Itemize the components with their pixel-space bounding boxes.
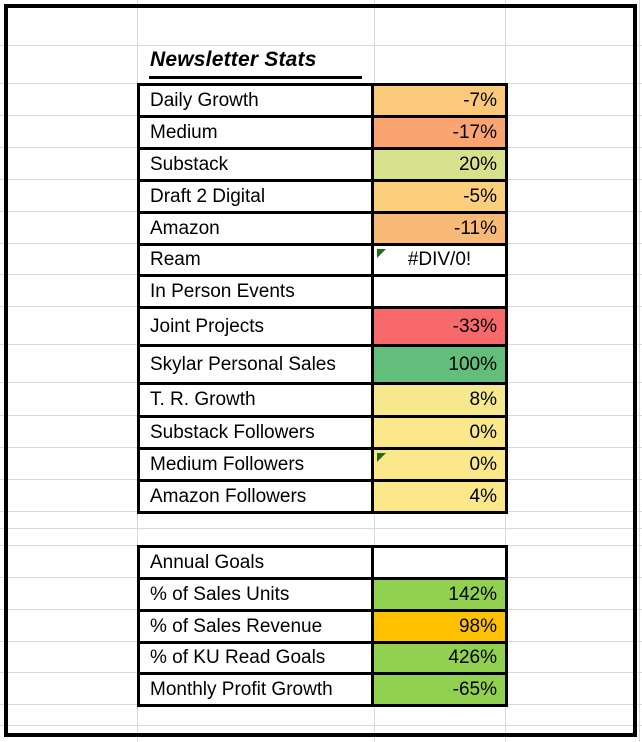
label-cell[interactable]: Annual Goals [137, 545, 377, 580]
row-label: Joint Projects [150, 315, 265, 337]
row-label: Monthly Profit Growth [150, 678, 333, 700]
sheet-title-cell[interactable]: Newsletter Stats [150, 46, 317, 74]
value-cell[interactable]: -33% [371, 306, 508, 347]
title-underline [149, 76, 362, 79]
value-cell[interactable]: 426% [371, 641, 508, 675]
label-cell[interactable]: % of KU Read Goals [137, 641, 377, 675]
value-cell[interactable]: -7% [371, 83, 508, 118]
label-cell[interactable]: Skylar Personal Sales [137, 344, 377, 385]
value-cell[interactable]: #DIV/0! [371, 243, 508, 277]
row-label: Medium [150, 121, 218, 143]
row-value: 8% [469, 389, 497, 410]
row-value: 4% [469, 485, 497, 507]
label-cell[interactable]: Joint Projects [137, 306, 377, 347]
label-cell[interactable]: Medium [137, 115, 377, 150]
value-cell[interactable]: 98% [371, 609, 508, 644]
label-cell[interactable]: Substack [137, 147, 377, 182]
label-cell[interactable]: In Person Events [137, 274, 377, 309]
row-label: Draft 2 Digital [150, 185, 266, 207]
gridline-horizontal [0, 725, 642, 726]
row-value: 20% [458, 153, 497, 175]
row-label: Medium Followers [150, 453, 305, 475]
row-label: % of KU Read Goals [150, 647, 326, 668]
row-label: In Person Events [150, 280, 295, 302]
row-value: 100% [448, 353, 497, 375]
row-value: 142% [448, 583, 497, 605]
label-cell[interactable]: Amazon [137, 211, 377, 246]
value-cell[interactable]: 0% [371, 447, 508, 482]
row-label: Daily Growth [150, 89, 259, 111]
value-cell[interactable]: 20% [371, 147, 508, 182]
row-value: -17% [452, 121, 497, 143]
row-value: -5% [463, 185, 497, 207]
value-cell[interactable]: -5% [371, 179, 508, 214]
row-value: -33% [452, 315, 497, 337]
row-value: 98% [458, 615, 497, 637]
gridline-horizontal [0, 528, 642, 529]
error-indicator-icon [377, 453, 386, 462]
label-cell[interactable]: Medium Followers [137, 447, 377, 482]
value-cell[interactable]: -17% [371, 115, 508, 150]
label-cell[interactable]: % of Sales Units [137, 577, 377, 612]
row-label: Amazon Followers [150, 485, 307, 507]
row-label: % of Sales Revenue [150, 615, 323, 637]
sheet-title: Newsletter Stats [150, 48, 317, 71]
row-value: #DIV/0! [407, 249, 472, 270]
label-cell[interactable]: % of Sales Revenue [137, 609, 377, 644]
row-label: Amazon [150, 217, 220, 239]
row-value: 0% [469, 421, 497, 443]
label-cell[interactable]: Daily Growth [137, 83, 377, 118]
row-label: T. R. Growth [150, 389, 256, 410]
label-cell[interactable]: Ream [137, 243, 377, 277]
row-label: Annual Goals [150, 551, 265, 573]
row-label: % of Sales Units [150, 583, 290, 605]
value-cell[interactable]: -11% [371, 211, 508, 246]
row-label: Skylar Personal Sales [150, 353, 336, 375]
label-cell[interactable]: Monthly Profit Growth [137, 672, 377, 707]
label-cell[interactable]: Draft 2 Digital [137, 179, 377, 214]
row-label: Substack [150, 153, 229, 175]
value-cell[interactable]: 8% [371, 382, 508, 418]
row-label: Ream [150, 249, 201, 270]
row-value: -11% [454, 217, 497, 239]
value-cell[interactable]: 142% [371, 577, 508, 612]
value-cell[interactable] [371, 545, 508, 580]
row-value: 426% [448, 647, 497, 668]
row-value: 0% [469, 453, 497, 475]
gridline-horizontal [0, 45, 642, 46]
label-cell[interactable]: Amazon Followers [137, 479, 377, 514]
row-value: -7% [463, 89, 497, 111]
value-cell[interactable]: 4% [371, 479, 508, 514]
gridline-vertical [639, 0, 640, 742]
value-cell[interactable] [371, 274, 508, 309]
row-label: Substack Followers [150, 421, 315, 443]
error-indicator-icon [377, 249, 386, 258]
value-cell[interactable]: 100% [371, 344, 508, 385]
value-cell[interactable]: 0% [371, 415, 508, 450]
row-value: -65% [452, 678, 497, 700]
label-cell[interactable]: T. R. Growth [137, 382, 377, 418]
value-cell[interactable]: -65% [371, 672, 508, 707]
label-cell[interactable]: Substack Followers [137, 415, 377, 450]
